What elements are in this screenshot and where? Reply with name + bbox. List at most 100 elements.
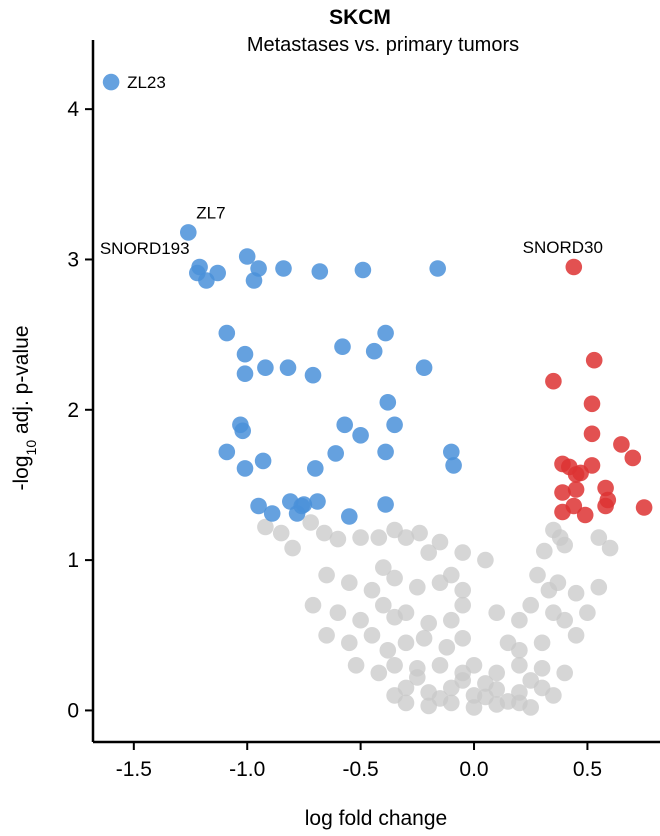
point-down-33: [327, 445, 345, 462]
chart-title: SKCM: [329, 6, 391, 29]
annotation-1: ZL7: [196, 203, 225, 222]
point-ns-63: [386, 657, 403, 674]
x-tick-label-2: -0.5: [343, 758, 379, 781]
nonsignificant-points: [257, 514, 619, 716]
point-ns-21: [318, 566, 335, 584]
point-down-21: [377, 324, 394, 342]
point-ns-54: [397, 634, 415, 652]
point-down-28: [234, 422, 251, 440]
y-tick-label-2: 2: [67, 399, 79, 422]
point-ns-33: [567, 584, 585, 602]
point-ns-65: [431, 657, 449, 674]
point-ns-50: [318, 627, 335, 644]
point-ns-37: [352, 611, 369, 629]
point-down-0: [102, 73, 120, 91]
point-down-20: [365, 342, 383, 360]
point-ns-69: [511, 657, 528, 674]
point-ns-71: [556, 664, 573, 682]
point-up-11: [583, 457, 601, 474]
point-ns-10: [411, 524, 428, 542]
point-down-8: [245, 272, 263, 289]
point-down-14: [236, 345, 254, 363]
x-tick-label-0: -1.5: [116, 758, 152, 781]
point-up-13: [554, 484, 571, 501]
point-down-1: [180, 224, 197, 241]
point-ns-34: [590, 578, 608, 596]
point-ns-7: [370, 529, 388, 546]
point-down-36: [445, 457, 462, 474]
point-ns-82: [465, 699, 483, 716]
annotation-0: ZL23: [127, 73, 166, 92]
point-ns-24: [375, 559, 392, 576]
point-ns-13: [454, 544, 472, 561]
point-down-23: [379, 394, 397, 411]
point-down-12: [429, 260, 447, 277]
point-ns-41: [420, 614, 438, 632]
point-ns-61: [347, 657, 365, 674]
point-down-26: [352, 427, 369, 444]
point-ns-26: [409, 578, 426, 596]
point-down-19: [334, 338, 351, 356]
point-ns-40: [397, 604, 415, 621]
y-tick-label-4: 4: [67, 98, 79, 121]
point-up-20: [635, 499, 653, 516]
point-ns-57: [454, 630, 472, 647]
y-axis-label-suffix: adj. p-value: [10, 325, 33, 439]
point-down-42: [288, 505, 306, 522]
point-ns-35: [304, 596, 322, 614]
point-ns-2: [302, 514, 320, 531]
point-down-13: [218, 324, 236, 342]
point-down-31: [254, 452, 272, 470]
point-ns-91: [454, 672, 472, 689]
point-ns-9: [397, 529, 415, 546]
point-ns-44: [488, 604, 506, 621]
y-tick-label-3: 3: [67, 248, 79, 271]
point-down-32: [307, 460, 324, 477]
point-down-9: [275, 260, 292, 277]
y-axis-label-subscript: 10: [23, 440, 39, 456]
point-ns-19: [590, 529, 608, 546]
point-down-17: [279, 359, 297, 377]
point-ns-38: [375, 596, 392, 614]
point-ns-20: [601, 539, 619, 557]
point-ns-95: [567, 627, 585, 644]
point-ns-1: [272, 524, 290, 542]
point-down-11: [354, 261, 372, 279]
point-up-2: [545, 372, 562, 390]
point-ns-0: [257, 518, 274, 536]
point-up-5: [613, 436, 630, 453]
point-ns-49: [579, 604, 596, 621]
chart-subtitle: Metastases vs. primary tumors: [247, 34, 519, 56]
point-ns-12: [431, 533, 449, 551]
point-ns-62: [370, 664, 388, 682]
y-axis-label-prefix: -log: [10, 455, 33, 490]
point-down-44: [341, 508, 358, 525]
point-ns-23: [363, 581, 381, 599]
point-ns-11: [420, 544, 438, 561]
annotation-2: SNORD193: [100, 239, 190, 258]
point-ns-18: [556, 536, 573, 554]
point-ns-52: [363, 627, 381, 644]
point-down-45: [377, 496, 394, 513]
point-ns-86: [386, 687, 403, 704]
x-tick-label-1: -1.0: [229, 758, 265, 781]
point-down-29: [218, 443, 236, 461]
point-ns-22: [341, 574, 358, 591]
point-ns-30: [529, 566, 546, 584]
point-up-3: [583, 395, 601, 413]
point-ns-36: [329, 604, 347, 621]
point-ns-43: [454, 596, 472, 614]
point-ns-90: [477, 675, 494, 692]
point-down-38: [263, 505, 281, 522]
point-ns-5: [329, 530, 347, 548]
point-down-24: [386, 416, 403, 434]
point-ns-56: [438, 639, 456, 656]
point-ns-94: [522, 672, 539, 689]
point-down-43: [309, 493, 326, 510]
point-down-16: [257, 359, 274, 377]
axes: -1.5 -1.0 -0.5 0.0 0.5 0 1 2 3 4: [67, 40, 660, 781]
point-down-34: [377, 443, 394, 461]
point-ns-29: [454, 581, 472, 599]
point-ns-14: [477, 551, 494, 569]
